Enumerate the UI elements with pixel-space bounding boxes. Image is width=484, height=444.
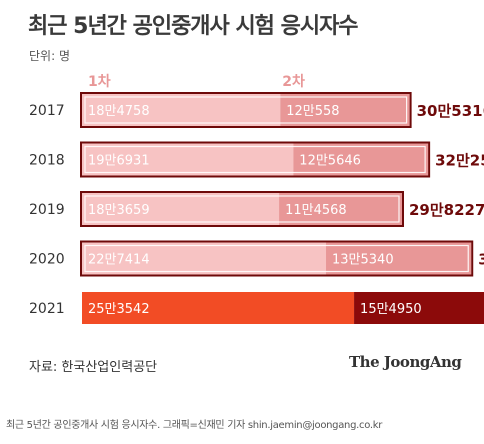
category-label: 2017 [29,103,65,119]
bar-inner-edge [84,244,469,273]
unit-label: 단위: 명 [29,49,70,63]
category-label: 2019 [29,202,65,218]
bar-series-1 [82,193,280,225]
bar-inner-edge [84,195,400,223]
bar-outline [80,92,412,128]
chart-title: 최근 5년간 공인중개사 시험 응시자수 [28,14,359,39]
bar-outline [80,240,474,277]
bar-outline [80,191,404,227]
legend-series-1: 1차 [88,74,111,90]
bar-series-2 [280,94,410,126]
category-label: 2020 [29,252,65,268]
data-label-series-1: 18만3659 [88,203,150,218]
total-label: 29만8227 [409,201,484,219]
bar-series-2 [354,292,484,324]
publisher-logo: The JoongAng [349,353,462,371]
bar-inner-edge [84,96,408,124]
data-label-series-2: 12만5646 [299,154,361,169]
source-note: 자료: 한국산업인력공단 [29,360,158,375]
bar-series-1 [82,242,327,275]
bar-series-1 [82,94,281,126]
data-label-series-1: 25만3542 [88,302,150,317]
total-label: 36만2754 [478,251,484,269]
category-label: 2018 [29,153,65,169]
total-label: 32만2577 [435,152,484,170]
data-label-series-2: 12만558 [286,104,339,119]
bar-series-2 [293,143,429,176]
bar-inner-edge [84,145,426,174]
bar-series-2 [279,193,402,225]
bar-outline [80,141,431,178]
data-label-series-1: 22만7414 [88,253,150,268]
bar-series-2 [326,242,472,275]
data-label-series-2: 15만4950 [360,302,422,317]
data-label-series-1: 19만6931 [88,154,150,169]
data-label-series-1: 18만4758 [88,104,150,119]
data-label-series-2: 11만4568 [285,203,347,218]
data-label-series-2: 13만5340 [332,253,394,268]
category-label: 2021 [29,301,65,317]
legend-series-2: 2차 [282,74,305,90]
bar-series-1 [82,143,294,176]
total-label: 30만5316 [417,102,484,120]
graphic-credit: 최근 5년간 공인중개사 시험 응시자수. 그래픽=신재민 기자 shin.ja… [6,420,383,431]
bar-series-1 [82,292,355,324]
